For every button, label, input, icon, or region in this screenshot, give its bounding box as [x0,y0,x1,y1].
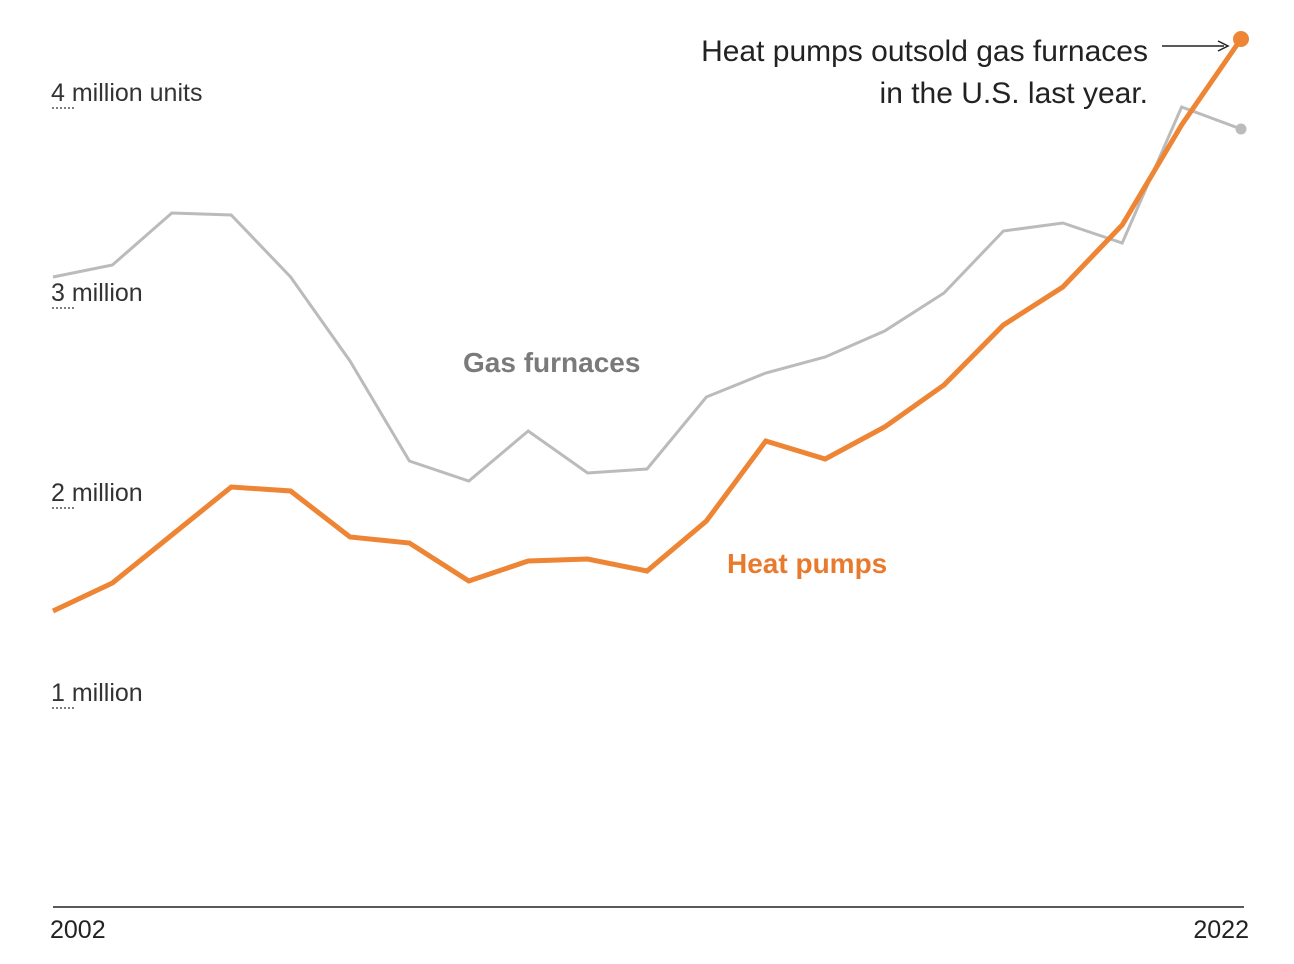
annotation: Heat pumps outsold gas furnaces in the U.… [701,35,1230,110]
series-line-gas-furnaces [52,105,1242,483]
series-line-heat-pumps [51,37,1244,614]
y-tick-label: 3 million [51,279,143,307]
x-tick-label: 2002 [50,916,106,944]
annotation-text: Heat pumps outsold gas furnaces [701,35,1148,68]
series-labels: Gas furnaces Heat pumps [463,347,887,579]
x-tick-label: 2022 [1193,916,1249,944]
y-tick-label: 4 million units [51,79,202,107]
y-tick-label: 1 million [51,679,143,707]
series-label: Heat pumps [727,548,887,579]
series-end-point [1235,123,1247,135]
annotation-text: in the U.S. last year. [880,77,1148,110]
series-lines [51,31,1249,614]
y-tick-label: 2 million [51,479,143,507]
series-label: Gas furnaces [463,347,640,378]
x-axis-labels: 2002 2022 [50,916,1249,944]
annotation-arrow-head [1217,40,1230,52]
y-axis-labels: 1 million 2 million 3 million 4 million uni… [51,79,202,709]
series-end-point [1233,31,1249,47]
